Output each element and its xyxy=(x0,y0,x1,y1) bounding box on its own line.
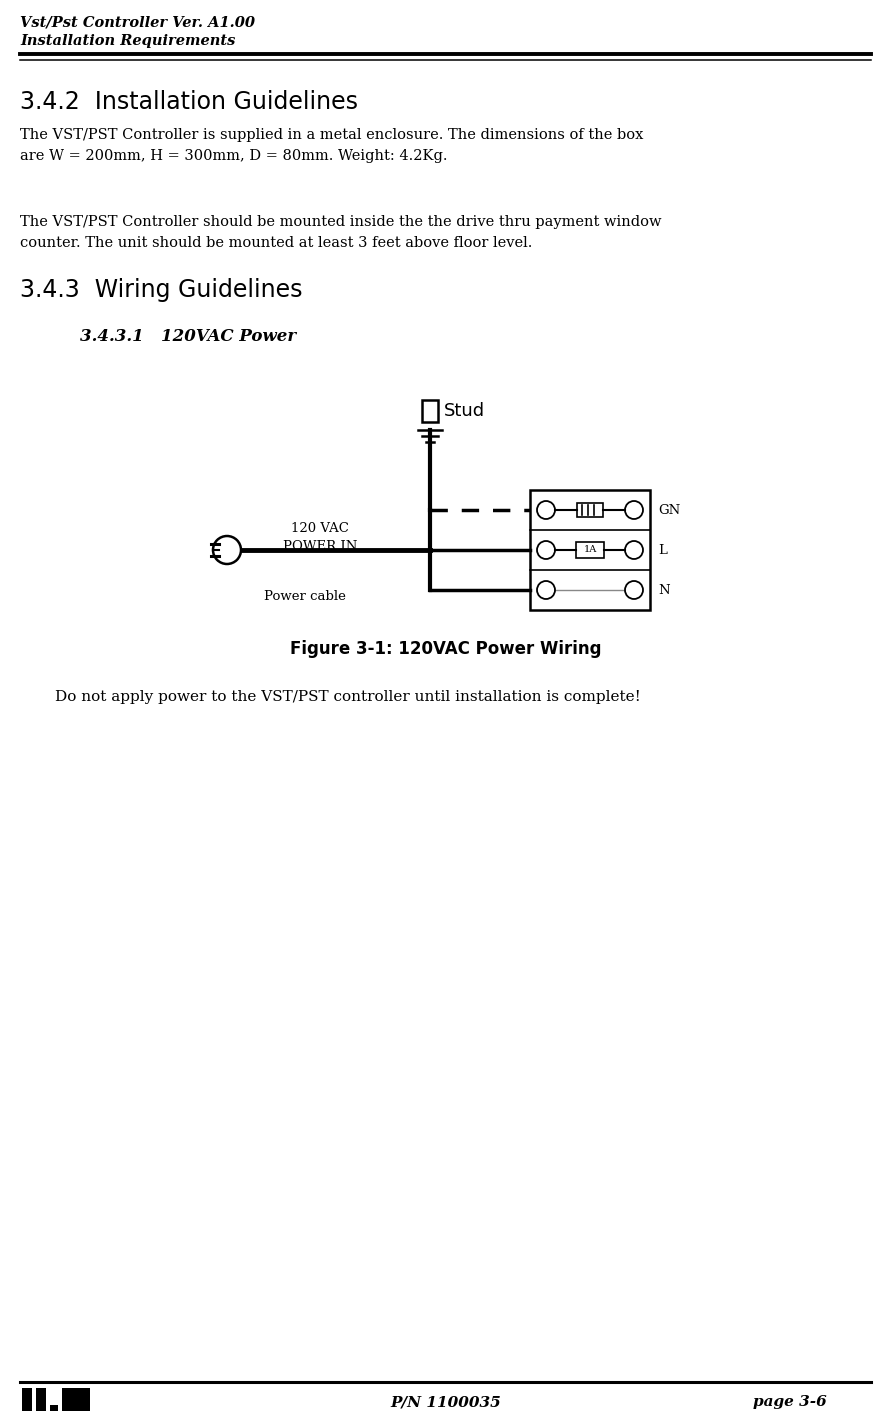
Circle shape xyxy=(537,540,555,559)
Circle shape xyxy=(625,540,643,559)
Text: 120 VAC: 120 VAC xyxy=(291,522,349,535)
Text: Vst/Pst Controller Ver. A1.00: Vst/Pst Controller Ver. A1.00 xyxy=(20,16,255,30)
Text: 3.4.3  Wiring Guidelines: 3.4.3 Wiring Guidelines xyxy=(20,278,303,302)
Text: 1A: 1A xyxy=(584,545,597,553)
Bar xyxy=(422,399,438,422)
Circle shape xyxy=(213,536,241,564)
Bar xyxy=(22,1388,32,1411)
Text: 3.4.3.1   120VAC Power: 3.4.3.1 120VAC Power xyxy=(80,327,296,346)
Bar xyxy=(577,502,603,516)
Text: 3.4.2  Installation Guidelines: 3.4.2 Installation Guidelines xyxy=(20,90,358,114)
Text: P/N 1100035: P/N 1100035 xyxy=(390,1395,502,1410)
Text: Installation Requirements: Installation Requirements xyxy=(20,34,235,48)
Text: Stud: Stud xyxy=(444,402,485,420)
Text: L: L xyxy=(658,543,666,556)
Text: N: N xyxy=(658,584,670,597)
Text: page 3-6: page 3-6 xyxy=(753,1395,827,1410)
Text: GN: GN xyxy=(658,504,680,516)
Text: The VST/PST Controller should be mounted inside the the drive thru payment windo: The VST/PST Controller should be mounted… xyxy=(20,214,661,250)
Text: POWER IN: POWER IN xyxy=(282,540,357,553)
Circle shape xyxy=(537,581,555,600)
Text: The VST/PST Controller is supplied in a metal enclosure. The dimensions of the b: The VST/PST Controller is supplied in a … xyxy=(20,128,643,162)
Bar xyxy=(576,542,604,557)
Text: Figure 3-1: 120VAC Power Wiring: Figure 3-1: 120VAC Power Wiring xyxy=(290,641,601,658)
Text: Power cable: Power cable xyxy=(264,590,346,602)
Text: Do not apply power to the VST/PST controller until installation is complete!: Do not apply power to the VST/PST contro… xyxy=(55,690,641,704)
Circle shape xyxy=(625,581,643,600)
Bar xyxy=(530,490,650,610)
Bar xyxy=(62,1388,90,1411)
Bar xyxy=(36,1388,46,1411)
Bar xyxy=(50,1405,58,1411)
Circle shape xyxy=(625,501,643,519)
Circle shape xyxy=(537,501,555,519)
